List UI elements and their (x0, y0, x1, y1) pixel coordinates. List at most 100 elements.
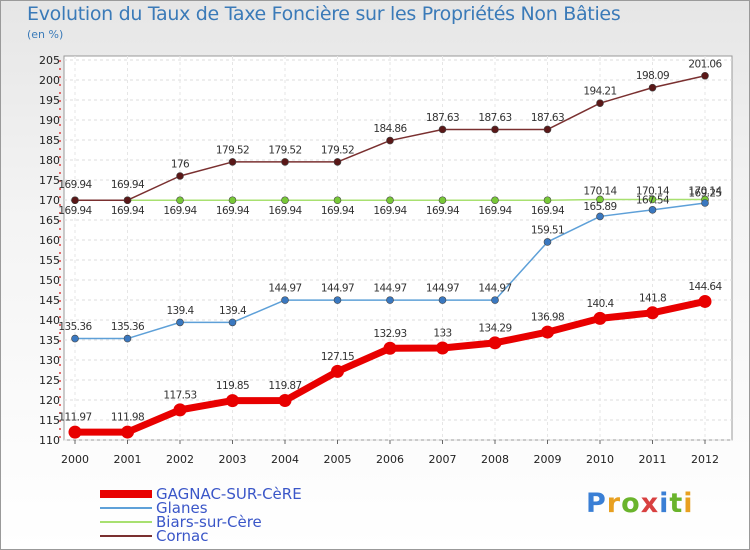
y-unit-label: (en %) (27, 28, 64, 41)
data-point (596, 99, 604, 107)
data-point (228, 196, 237, 205)
data-label: 187.63 (426, 112, 459, 124)
data-label: 170.14 (583, 185, 617, 197)
y-tick-label: 120 (39, 394, 60, 407)
x-tick-label: 2000 (61, 453, 89, 466)
y-tick-label: 205 (39, 54, 60, 67)
data-label: 187.63 (478, 112, 511, 124)
y-tick-label: 145 (39, 294, 60, 307)
data-point (543, 238, 552, 246)
data-label: 159.51 (531, 224, 564, 236)
data-point (541, 325, 554, 339)
data-point (488, 336, 502, 350)
data-point (386, 136, 394, 145)
data-point (121, 425, 134, 439)
data-point (71, 334, 79, 343)
data-label: 179.52 (268, 144, 301, 156)
y-tick-label: 180 (39, 154, 60, 167)
data-label: 169.94 (268, 205, 302, 217)
x-tick-label: 2007 (429, 453, 457, 466)
data-point (543, 125, 552, 134)
data-label: 194.21 (583, 86, 616, 98)
x-tick-label: 2005 (324, 453, 352, 466)
data-label: 169.94 (111, 205, 145, 217)
data-label: 144.97 (321, 283, 354, 295)
y-tick-label: 155 (39, 254, 60, 267)
data-label: 187.63 (531, 112, 564, 124)
y-tick-label: 170 (39, 194, 60, 207)
data-label: 111.98 (111, 412, 144, 424)
data-label: 135.36 (111, 321, 145, 333)
data-label: 144.64 (688, 281, 722, 293)
x-tick-label: 2012 (691, 453, 719, 466)
data-label: 169.94 (58, 179, 92, 191)
y-tick-label: 110 (39, 434, 60, 447)
data-label: 139.4 (166, 305, 194, 317)
legend-label: Cornac (156, 527, 209, 545)
data-label: 198.09 (636, 70, 669, 82)
data-point (173, 403, 187, 417)
data-point (226, 394, 239, 408)
data-point (333, 296, 342, 304)
data-label: 139.4 (219, 305, 247, 317)
y-tick-label: 115 (39, 414, 60, 427)
data-label: 144.97 (268, 283, 301, 295)
legend-label: Glanes (156, 499, 208, 517)
y-tick-label: 185 (39, 134, 60, 147)
data-label: 141.8 (639, 292, 666, 304)
data-label: 117.53 (163, 389, 196, 401)
data-label: 111.97 (58, 412, 91, 424)
data-label: 170.14 (636, 185, 670, 197)
plot-area (63, 55, 733, 441)
data-label: 119.85 (216, 380, 249, 392)
y-tick-label: 195 (39, 94, 60, 107)
data-point (543, 196, 552, 205)
data-point (176, 318, 184, 327)
data-label: 169.94 (111, 179, 145, 191)
data-point (596, 195, 604, 204)
x-tick-label: 2003 (219, 453, 247, 466)
data-label: 135.36 (58, 321, 92, 333)
logo-letter: i (683, 488, 694, 519)
data-point (331, 364, 344, 378)
data-point (176, 172, 184, 180)
data-label: 169.94 (373, 205, 407, 217)
data-point (68, 425, 82, 439)
data-point (593, 311, 607, 325)
y-tick-label: 150 (39, 274, 60, 287)
data-point (281, 196, 289, 205)
y-tick-label: 130 (39, 354, 60, 367)
legend-label: GAGNAC-SUR-CèRE (156, 485, 302, 503)
x-tick-label: 2002 (166, 453, 194, 466)
data-point (646, 306, 659, 320)
y-tick-label: 125 (39, 374, 60, 387)
data-label: 176 (171, 159, 190, 171)
data-point (383, 341, 397, 355)
data-point (438, 125, 447, 134)
data-label: 132.93 (373, 328, 406, 340)
data-point (438, 296, 447, 304)
data-point (71, 196, 79, 205)
x-tick-label: 2001 (114, 453, 142, 466)
chart-title: Evolution du Taux de Taxe Foncière sur l… (27, 3, 621, 25)
x-tick-label: 2011 (639, 453, 667, 466)
data-point (596, 212, 604, 221)
legend-label: Biars-sur-Cère (156, 513, 262, 531)
data-point (333, 158, 342, 166)
data-label: 169.94 (426, 205, 460, 217)
data-label: 170.14 (688, 185, 722, 197)
data-label: 169.94 (58, 205, 92, 217)
data-label: 127.15 (321, 351, 354, 363)
data-label: 179.52 (216, 144, 249, 156)
x-tick-label: 2008 (481, 453, 509, 466)
x-tick-label: 2004 (271, 453, 299, 466)
data-point (648, 195, 657, 204)
data-point (281, 158, 289, 166)
data-point (386, 296, 394, 304)
data-point (333, 196, 342, 205)
x-tick-label: 2010 (586, 453, 614, 466)
y-tick-label: 165 (39, 214, 60, 227)
data-label: 144.97 (426, 283, 459, 295)
data-label: 119.87 (268, 380, 301, 392)
